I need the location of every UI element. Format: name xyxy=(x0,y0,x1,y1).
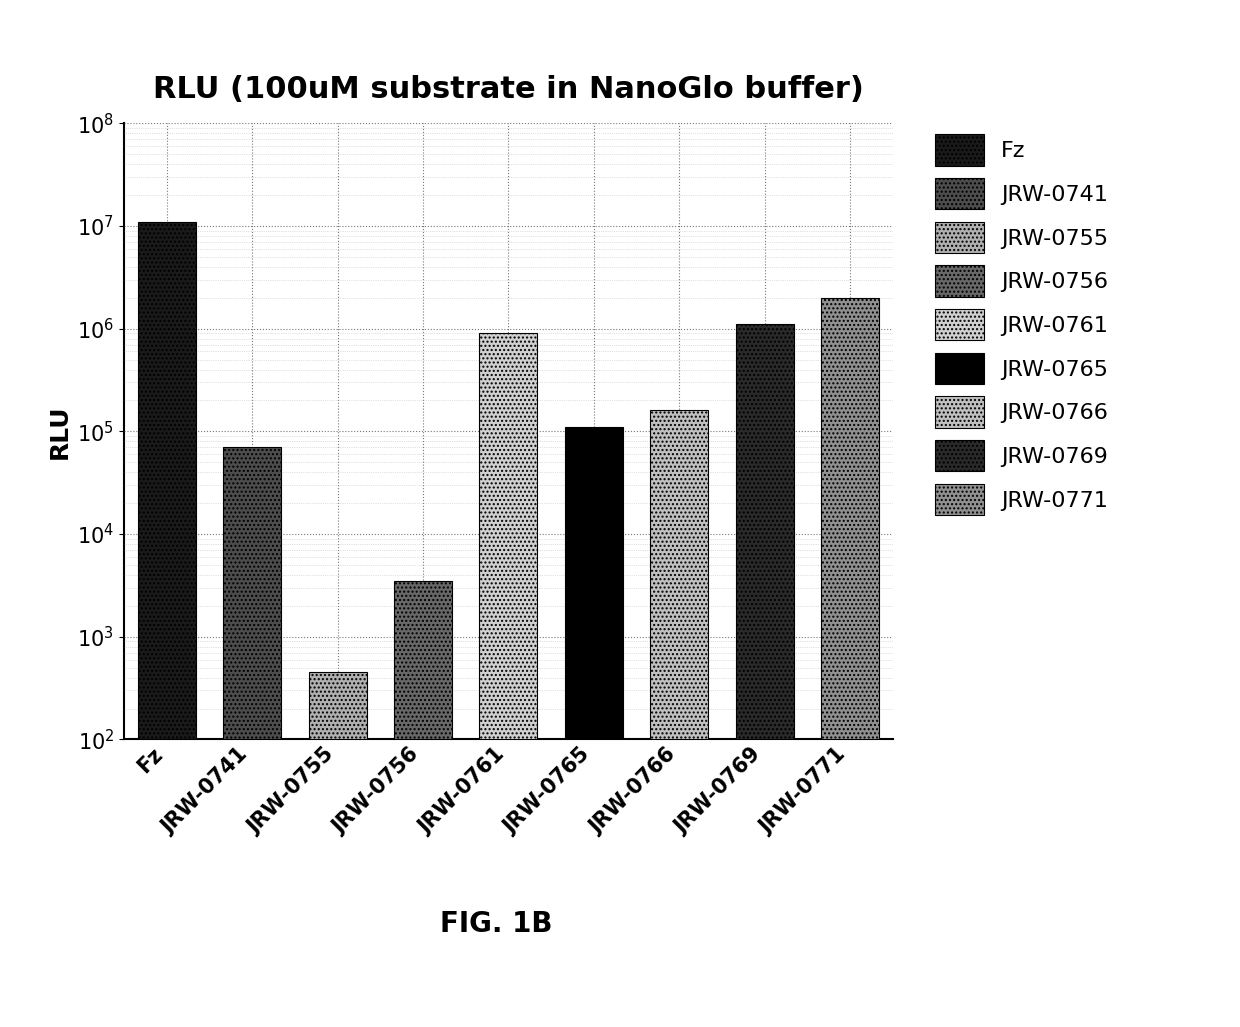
Bar xyxy=(564,427,622,1027)
Legend: Fz, JRW-0741, JRW-0755, JRW-0756, JRW-0761, JRW-0765, JRW-0766, JRW-0769, JRW-07: Fz, JRW-0741, JRW-0755, JRW-0756, JRW-07… xyxy=(935,135,1109,516)
Bar xyxy=(138,222,196,1027)
Y-axis label: RLU: RLU xyxy=(47,404,72,459)
Title: RLU (100uM substrate in NanoGlo buffer): RLU (100uM substrate in NanoGlo buffer) xyxy=(153,75,864,104)
Bar xyxy=(821,298,879,1027)
Bar xyxy=(223,447,281,1027)
Bar xyxy=(480,334,537,1027)
Bar xyxy=(309,673,367,1027)
Bar xyxy=(650,411,708,1027)
Bar xyxy=(735,325,794,1027)
Bar xyxy=(394,581,453,1027)
Text: FIG. 1B: FIG. 1B xyxy=(440,910,552,939)
